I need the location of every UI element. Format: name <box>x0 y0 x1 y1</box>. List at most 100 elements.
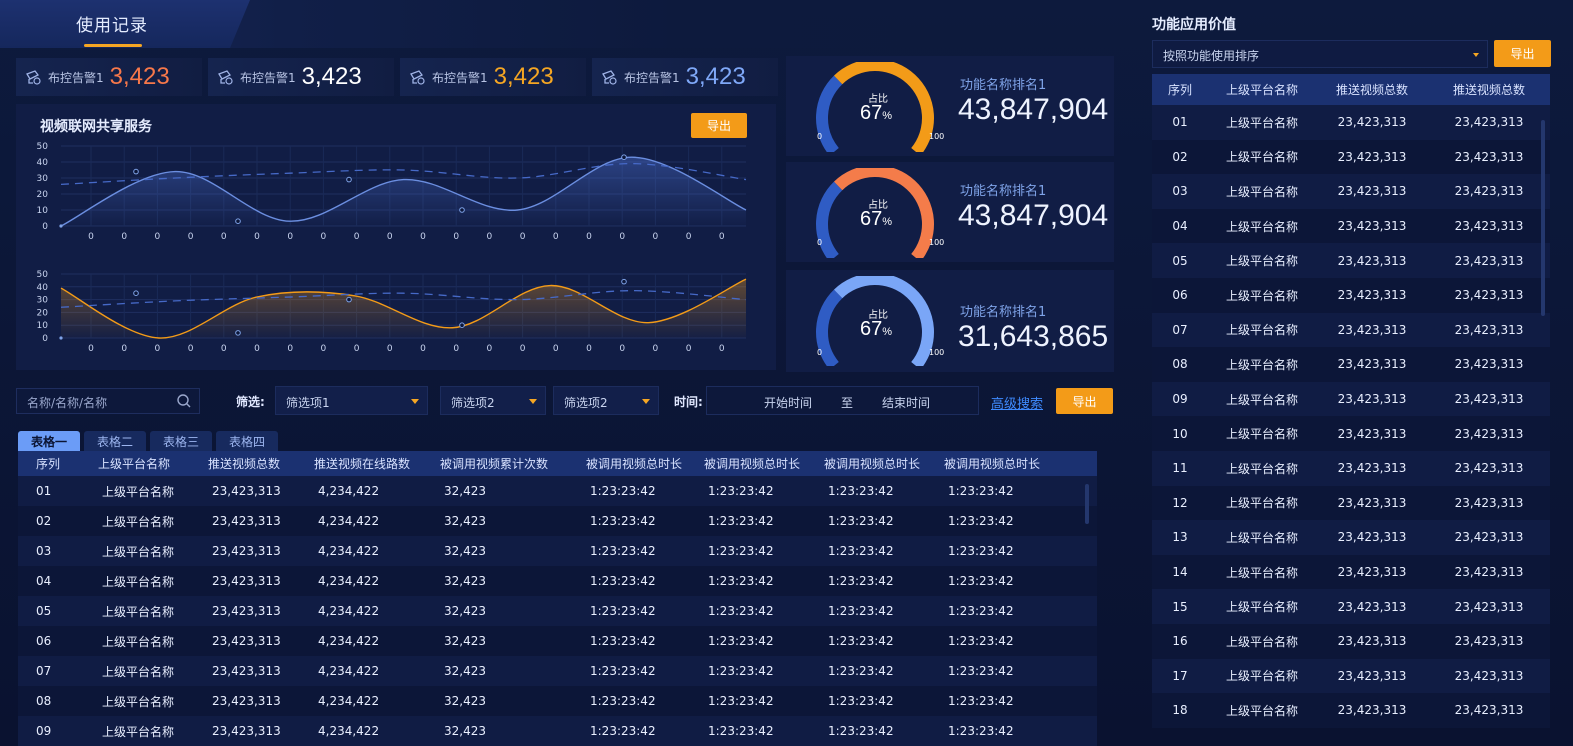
x-tick-label: 0 <box>321 232 327 242</box>
side-table-scrollbar[interactable] <box>1541 120 1545 316</box>
tab-table-2[interactable]: 表格二 <box>84 431 147 451</box>
side-table-row[interactable]: 04 上级平台名称 23,423,313 23,423,313 <box>1152 208 1550 244</box>
table-row[interactable]: 05 上级平台名称 23,423,313 4,234,422 32,423 1:23:23… <box>18 596 1097 626</box>
x-tick-label: 0 <box>287 344 293 354</box>
column-header[interactable]: 被调用视频总时长 <box>700 451 818 476</box>
table-cell: 上级平台名称 <box>1208 208 1316 244</box>
start-date-input[interactable]: 开始时间 <box>764 396 813 410</box>
side-table-row[interactable]: 13 上级平台名称 23,423,313 23,423,313 <box>1152 520 1550 555</box>
gauge-ring <box>816 276 934 366</box>
column-header[interactable]: 推送视频总数 <box>194 451 304 476</box>
gauge-percent-value: 67 <box>860 208 883 230</box>
table-row[interactable]: 02 上级平台名称 23,423,313 4,234,422 32,423 1:23:23… <box>18 506 1097 536</box>
side-table-row[interactable]: 17 上级平台名称 23,423,313 23,423,313 <box>1152 658 1550 694</box>
tab-table-3[interactable]: 表格三 <box>150 431 213 451</box>
column-header[interactable]: 序列 <box>1152 74 1208 105</box>
table-cell: 1:23:23:42 <box>818 656 936 686</box>
table-cell: 1:23:23:42 <box>582 626 700 656</box>
side-table-row[interactable]: 06 上级平台名称 23,423,313 23,423,313 <box>1152 277 1550 313</box>
side-table-row[interactable]: 01 上级平台名称 23,423,313 23,423,313 <box>1152 105 1550 140</box>
tab-table-1[interactable]: 表格一 <box>18 431 81 451</box>
title-underline <box>84 44 142 47</box>
chart-export-button[interactable]: 导出 <box>691 113 747 138</box>
table-cell: 23,423,313 <box>1428 554 1550 590</box>
side-table-row[interactable]: 09 上级平台名称 23,423,313 23,423,313 <box>1152 381 1550 417</box>
stat-label: 布控告警1 <box>624 70 680 85</box>
side-export-button[interactable]: 导出 <box>1494 40 1551 67</box>
table-cell: 上级平台名称 <box>1208 277 1316 313</box>
side-table-row[interactable]: 07 上级平台名称 23,423,313 23,423,313 <box>1152 312 1550 348</box>
table-cell: 1:23:23:42 <box>936 536 1097 566</box>
time-label: 时间: <box>674 395 703 409</box>
table-cell: 23,423,313 <box>1316 105 1428 140</box>
column-header[interactable]: 被调用视频总时长 <box>582 451 700 476</box>
column-header[interactable]: 被调用视频总时长 <box>818 451 936 476</box>
side-table-row[interactable]: 03 上级平台名称 23,423,313 23,423,313 <box>1152 174 1550 209</box>
chart-title: 视频联网共享服务 <box>40 119 152 135</box>
gauge-percent: 67% <box>860 102 892 125</box>
side-table-row[interactable]: 08 上级平台名称 23,423,313 23,423,313 <box>1152 347 1550 382</box>
column-header[interactable]: 上级平台名称 <box>82 451 194 476</box>
filter-select-3[interactable]: 筛选项2 <box>553 386 659 415</box>
table-cell: 18 <box>1152 693 1208 728</box>
table-cell: 05 <box>18 596 82 626</box>
table-cell: 23,423,313 <box>194 506 304 536</box>
x-tick-label: 0 <box>420 232 426 242</box>
table-cell: 09 <box>18 716 82 746</box>
x-tick-label: 0 <box>188 232 194 242</box>
search-icon[interactable] <box>177 394 191 408</box>
stat-card: 布控告警1 3,423 <box>208 58 394 96</box>
table-cell: 1:23:23:42 <box>936 626 1097 656</box>
line-charts: 50 40 30 20 10 0 0 0 0 0 0 0 0 0 0 0 0 0 0 0 0 0 0 0 0 0 50 40 30 20 1… <box>37 142 747 354</box>
main-table-scrollbar[interactable] <box>1085 484 1089 524</box>
table-cell: 07 <box>18 656 82 686</box>
table-row[interactable]: 03 上级平台名称 23,423,313 4,234,422 32,423 1:23:23… <box>18 536 1097 566</box>
side-table-row[interactable]: 14 上级平台名称 23,423,313 23,423,313 <box>1152 554 1550 590</box>
table-export-button[interactable]: 导出 <box>1056 388 1113 414</box>
gauge-min-label: 0 <box>817 238 823 247</box>
filter-select-1[interactable]: 筛选项1 <box>275 386 428 415</box>
table-cell: 上级平台名称 <box>82 596 194 626</box>
column-header[interactable]: 被调用视频累计次数 <box>436 451 582 476</box>
column-header[interactable]: 推送视频总数 <box>1428 74 1550 105</box>
gauge-caption: 占比 <box>868 94 888 105</box>
search-input[interactable]: 名称/名称/名称 <box>16 388 200 414</box>
data-point <box>59 224 63 228</box>
x-tick-label: 0 <box>653 344 659 354</box>
column-header[interactable]: 推送视频在线路数 <box>304 451 436 476</box>
column-header[interactable]: 被调用视频总时长 <box>936 451 1097 476</box>
end-date-input[interactable]: 结束时间 <box>882 396 931 410</box>
chevron-down-icon <box>642 399 650 404</box>
table-cell: 12 <box>1152 485 1208 521</box>
side-table-row[interactable]: 12 上级平台名称 23,423,313 23,423,313 <box>1152 485 1550 521</box>
data-point <box>346 296 352 303</box>
table-cell: 4,234,422 <box>304 716 436 746</box>
stat-card: 布控告警1 3,423 <box>592 58 778 96</box>
table-cell: 23,423,313 <box>1428 139 1550 175</box>
side-table-row[interactable]: 10 上级平台名称 23,423,313 23,423,313 <box>1152 416 1550 451</box>
side-table-row[interactable]: 15 上级平台名称 23,423,313 23,423,313 <box>1152 589 1550 624</box>
date-range-picker[interactable]: 开始时间 至 结束时间 <box>706 386 979 415</box>
sort-select[interactable]: 按照功能使用排序 <box>1152 40 1488 68</box>
filter-select-2[interactable]: 筛选项2 <box>440 386 546 415</box>
tab-table-4[interactable]: 表格四 <box>216 431 279 451</box>
table-row[interactable]: 01 上级平台名称 23,423,313 4,234,422 32,423 1:23:23… <box>18 476 1097 506</box>
advanced-search-link[interactable]: 高级搜索 <box>991 397 1044 412</box>
table-row[interactable]: 06 上级平台名称 23,423,313 4,234,422 32,423 1:23:23… <box>18 626 1097 656</box>
column-header[interactable]: 推送视频总数 <box>1316 74 1428 105</box>
side-table-row[interactable]: 05 上级平台名称 23,423,313 23,423,313 <box>1152 243 1550 278</box>
table-row[interactable]: 09 上级平台名称 23,423,313 4,234,422 32,423 1:23:23… <box>18 716 1097 746</box>
data-point <box>133 168 139 175</box>
column-header[interactable]: 上级平台名称 <box>1208 74 1316 105</box>
column-header[interactable]: 序列 <box>18 451 82 476</box>
chevron-down-icon <box>411 399 419 404</box>
table-cell: 1:23:23:42 <box>936 476 1097 506</box>
table-row[interactable]: 07 上级平台名称 23,423,313 4,234,422 32,423 1:23:23… <box>18 656 1097 686</box>
side-table-row[interactable]: 16 上级平台名称 23,423,313 23,423,313 <box>1152 623 1550 659</box>
side-table-row[interactable]: 18 上级平台名称 23,423,313 23,423,313 <box>1152 693 1550 728</box>
table-row[interactable]: 08 上级平台名称 23,423,313 4,234,422 32,423 1:23:23… <box>18 686 1097 716</box>
side-table-row[interactable]: 11 上级平台名称 23,423,313 23,423,313 <box>1152 450 1550 486</box>
table-row[interactable]: 04 上级平台名称 23,423,313 4,234,422 32,423 1:23:23… <box>18 566 1097 596</box>
side-table-row[interactable]: 02 上级平台名称 23,423,313 23,423,313 <box>1152 139 1550 175</box>
table-cell: 上级平台名称 <box>82 476 194 506</box>
